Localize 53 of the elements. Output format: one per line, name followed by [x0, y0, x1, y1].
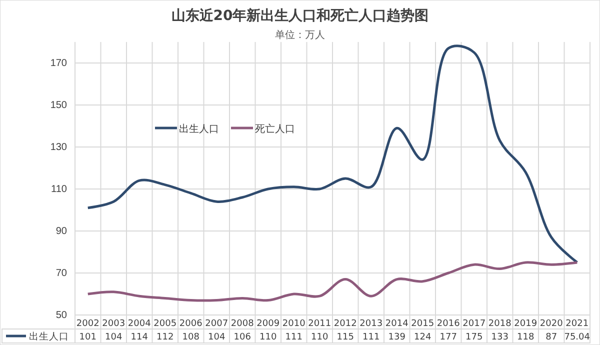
- x-tick-label: 2004: [128, 319, 152, 329]
- y-tick-label: 90: [56, 226, 68, 238]
- data-label: 110: [311, 332, 328, 342]
- y-tick-label: 110: [51, 184, 68, 196]
- data-label: 177: [440, 332, 457, 342]
- data-label: 115: [336, 332, 354, 342]
- line-series: [86, 261, 578, 302]
- x-tick-label: 2020: [540, 319, 564, 329]
- data-label: 75.04: [564, 332, 590, 342]
- y-tick-label: 50: [56, 310, 68, 322]
- data-label: 108: [182, 332, 200, 342]
- data-label: 106: [234, 332, 252, 342]
- chart-title: 山东近20年新出生人口和死亡人口趋势图: [171, 7, 429, 24]
- data-label: 112: [156, 332, 174, 342]
- data-label: 133: [491, 332, 508, 342]
- x-tick-label: 2016: [436, 319, 460, 329]
- legend-label: 死亡人口: [255, 123, 295, 135]
- x-tick-label: 2008: [230, 319, 254, 329]
- data-label: 175: [466, 332, 483, 342]
- y-tick-label: 170: [50, 58, 68, 70]
- data-label: 124: [414, 332, 432, 342]
- x-tick-label: 2002: [76, 319, 100, 329]
- data-label: 139: [388, 332, 406, 342]
- data-label: 87: [546, 332, 558, 342]
- data-label: 114: [130, 332, 148, 342]
- x-tick-label: 2011: [308, 319, 332, 329]
- y-tick-label: 150: [50, 100, 68, 112]
- data-label: 104: [208, 332, 226, 342]
- data-label: 111: [285, 332, 302, 342]
- legend-label: 出生人口: [179, 123, 219, 135]
- data-label: 111: [362, 332, 380, 342]
- x-tick-label: 2019: [514, 319, 538, 329]
- data-label: 110: [260, 332, 277, 342]
- x-tick-label: 2007: [205, 319, 228, 329]
- chart-subtitle: 单位：万人: [275, 29, 325, 41]
- x-tick-label: 2014: [385, 319, 409, 329]
- data-label: 101: [79, 332, 96, 342]
- x-tick-label: 2003: [102, 319, 126, 329]
- y-tick-label: 130: [50, 142, 68, 154]
- x-tick-label: 2013: [360, 319, 383, 329]
- x-tick-label: 2010: [282, 319, 306, 329]
- data-label: 118: [517, 332, 534, 342]
- x-tick-label: 2018: [488, 319, 512, 329]
- x-tick-label: 2012: [334, 319, 357, 329]
- x-tick-label: 2006: [179, 319, 203, 329]
- y-tick-label: 70: [56, 268, 68, 280]
- data-label: 104: [105, 332, 122, 342]
- x-tick-label: 2005: [154, 319, 177, 329]
- x-tick-label: 2021: [566, 319, 589, 329]
- x-tick-label: 2015: [411, 319, 434, 329]
- text: 出生人口: [29, 332, 69, 342]
- x-tick-label: 2009: [256, 319, 280, 329]
- x-tick-label: 2017: [462, 319, 486, 329]
